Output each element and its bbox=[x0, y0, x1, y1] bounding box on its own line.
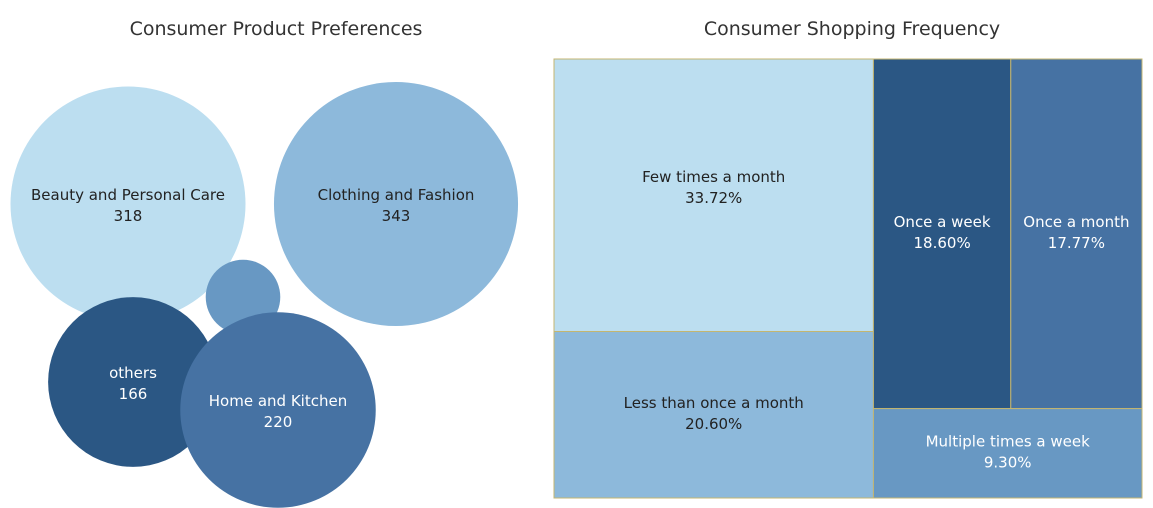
bubble-chart: Beauty and Personal Care 318 Clothing and … bbox=[10, 81, 519, 508]
tile-few-times-a-month-label: Few times a month bbox=[642, 168, 785, 186]
bubble-clothing-and-fashion-label: Clothing and Fashion bbox=[318, 186, 475, 204]
bubble-others[interactable]: others 166 bbox=[48, 297, 218, 467]
tile-few-times-a-month-rect[interactable] bbox=[553, 58, 874, 333]
tile-less-than-once-a-month-value: 20.60% bbox=[685, 415, 742, 433]
bubble-beauty-and-personal-care[interactable]: Beauty and Personal Care 318 bbox=[10, 86, 246, 322]
treemap-border bbox=[553, 58, 1143, 499]
bubble-clothing-and-fashion[interactable]: Clothing and Fashion 343 bbox=[273, 81, 519, 327]
tile-once-a-month-value: 17.77% bbox=[1048, 234, 1105, 252]
tile-multiple-times-a-week-value: 9.30% bbox=[984, 453, 1032, 471]
bubble-beauty-and-personal-care-label: Beauty and Personal Care bbox=[31, 186, 225, 204]
bubble-home-and-kitchen-value: 220 bbox=[264, 413, 293, 431]
treemap-title: Consumer Shopping Frequency bbox=[703, 18, 1001, 40]
bubble-home-and-kitchen-circle[interactable] bbox=[180, 312, 376, 508]
bubble-home-and-kitchen[interactable]: Home and Kitchen 220 bbox=[180, 312, 376, 508]
tile-few-times-a-month[interactable]: Few times a month 33.72% bbox=[553, 58, 874, 333]
bubble-others-circle[interactable] bbox=[48, 297, 218, 467]
tile-multiple-times-a-week[interactable]: Multiple times a week 9.30% bbox=[872, 408, 1143, 499]
bubble-beauty-and-personal-care-value: 318 bbox=[114, 207, 143, 225]
bubble-beauty-and-personal-care-circle[interactable] bbox=[10, 86, 246, 322]
treemap-chart: Few times a month 33.72% Less than once a … bbox=[553, 58, 1143, 499]
bubble-clothing-and-fashion-value: 343 bbox=[382, 207, 411, 225]
tile-once-a-month-label: Once a month bbox=[1023, 213, 1129, 231]
bubble-home-and-kitchen-label: Home and Kitchen bbox=[209, 392, 347, 410]
tile-less-than-once-a-month-label: Less than once a month bbox=[624, 394, 804, 412]
tile-once-a-week-rect[interactable] bbox=[872, 58, 1012, 410]
tile-once-a-week[interactable]: Once a week 18.60% bbox=[872, 58, 1012, 410]
tile-multiple-times-a-week-rect[interactable] bbox=[872, 408, 1143, 499]
tile-less-than-once-a-month[interactable]: Less than once a month 20.60% bbox=[553, 331, 874, 499]
bubble-others-value: 166 bbox=[119, 385, 148, 403]
tile-once-a-week-label: Once a week bbox=[894, 213, 991, 231]
tile-multiple-times-a-week-label: Multiple times a week bbox=[926, 432, 1091, 450]
tile-once-a-month[interactable]: Once a month 17.77% bbox=[1010, 58, 1143, 410]
bubble-chart-title: Consumer Product Preferences bbox=[129, 18, 423, 40]
bubble-clothing-and-fashion-circle[interactable] bbox=[273, 81, 519, 327]
bubble-others-label: others bbox=[109, 364, 157, 382]
tile-once-a-month-rect[interactable] bbox=[1010, 58, 1143, 410]
tile-few-times-a-month-value: 33.72% bbox=[685, 189, 742, 207]
tile-once-a-week-value: 18.60% bbox=[914, 234, 971, 252]
